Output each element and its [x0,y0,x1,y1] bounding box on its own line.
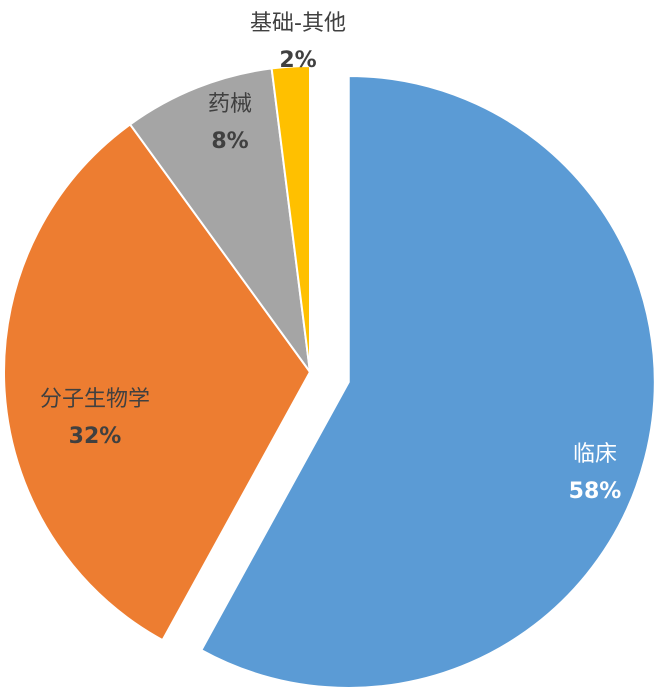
pie-slice [270,64,311,373]
slice-label: 基础-其他 [250,11,346,36]
value-label: 8% [211,129,248,154]
pie-slice [128,67,311,373]
pie-slice [199,74,656,689]
pie-slice [3,123,312,642]
value-label: 2% [279,48,316,73]
slice-label: 药械 [208,92,252,117]
value-label: 58% [569,479,622,504]
value-label: 32% [69,424,122,449]
slice-label: 临床 [573,442,617,467]
slice-label: 分子生物学 [40,387,150,412]
